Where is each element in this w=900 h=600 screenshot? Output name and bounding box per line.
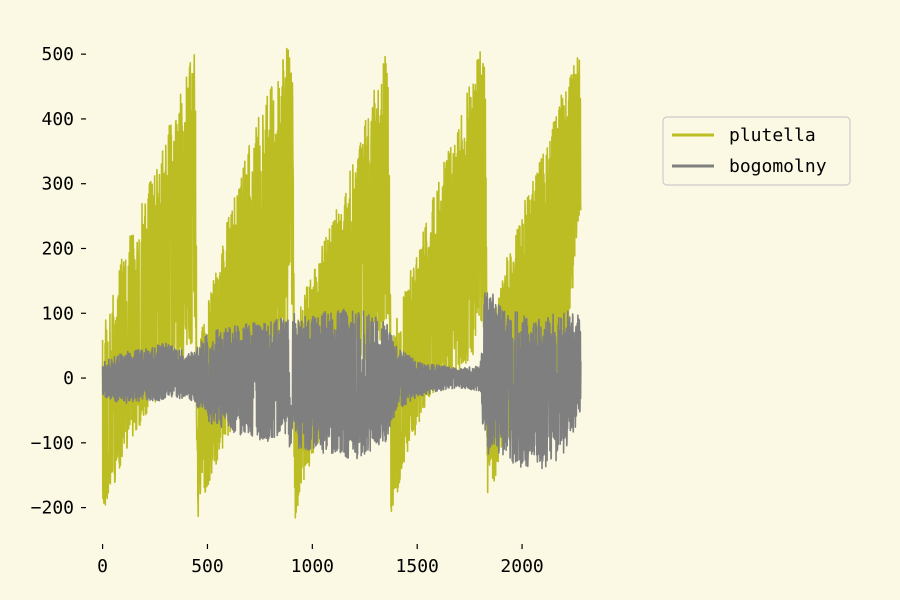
legend-label-plutella: plutella: [729, 125, 816, 146]
y-tick-label: 100: [41, 303, 74, 324]
plot-area: [101, 47, 582, 519]
x-axis: 0 500 1000 1500 2000: [97, 544, 544, 577]
y-tick-label: 200: [41, 238, 74, 259]
y-axis: −200 −100 0 100 200 300 400 500: [31, 44, 86, 519]
x-tick-label: 2000: [500, 556, 543, 577]
legend-label-bogomolny: bogomolny: [729, 156, 827, 177]
x-tick-label: 1500: [396, 556, 439, 577]
legend: plutella bogomolny: [662, 116, 851, 186]
x-tick-label: 500: [191, 556, 224, 577]
y-tick-label: 400: [41, 109, 74, 130]
y-tick-label: 0: [63, 368, 74, 389]
y-tick-label: −200: [31, 498, 74, 519]
y-tick-label: 500: [41, 44, 74, 65]
y-tick-label: 300: [41, 174, 74, 195]
y-tick-label: −100: [31, 433, 74, 454]
x-tick-label: 1000: [291, 556, 334, 577]
x-tick-label: 0: [97, 556, 108, 577]
series-line-bogomolny: [101, 292, 582, 470]
